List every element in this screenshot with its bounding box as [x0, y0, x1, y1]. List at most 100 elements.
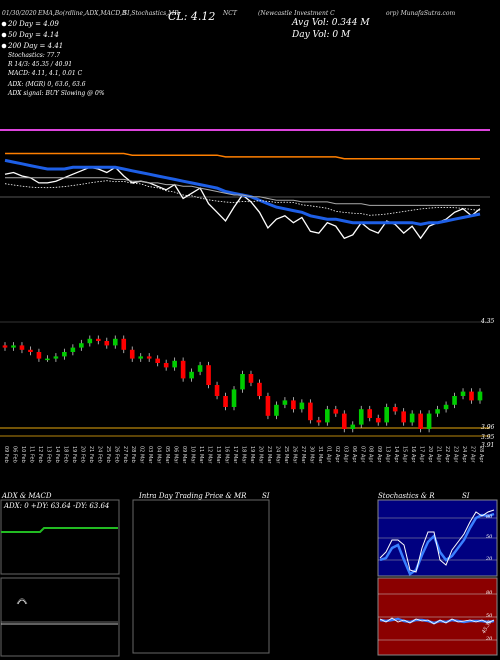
candle-body [299, 402, 305, 410]
candle-body [197, 365, 203, 372]
candle-body [189, 371, 194, 379]
candle-body [333, 409, 339, 414]
candle-body [443, 404, 449, 410]
x-date-label: 19 Feb [71, 446, 77, 463]
x-date-label: 27 Mar [300, 446, 306, 464]
candle-body [155, 358, 160, 363]
x-date-label: 06 Feb [11, 446, 17, 463]
series-ema-200 [5, 152, 480, 160]
candle-body [375, 418, 381, 423]
x-date-label: 13 Feb [45, 446, 51, 463]
x-date-label: 19 Mar [249, 446, 255, 464]
candle-body [460, 391, 466, 396]
legend-adx-signal: ADX signal: BUY Slowing @ 0% [8, 90, 105, 97]
candle-body [316, 420, 322, 423]
header-date: 01/30/2020 [2, 10, 37, 17]
x-date-label: 17 Apr [419, 446, 425, 464]
rsi-panel [377, 577, 498, 656]
candle-body [62, 352, 67, 357]
x-date-label: 12 Feb [37, 446, 43, 463]
x-date-label: 31 Mar [317, 446, 323, 464]
candle-body [36, 352, 42, 359]
x-date-label: 23 Apr [453, 446, 459, 464]
x-date-label: 20 Feb [79, 446, 85, 463]
candle-body [257, 382, 262, 396]
x-date-label: 02 Mar [139, 446, 145, 464]
x-date-label: 23 Mar [266, 446, 272, 464]
x-date-label: 12 Mar [207, 446, 213, 464]
x-date-label: 09 Feb [3, 446, 9, 463]
candle-body [392, 407, 398, 412]
candle-body [223, 396, 228, 407]
x-date-label: 07 Apr [359, 446, 365, 464]
macd-bump-2 [16, 598, 28, 605]
x-date-label: 28 Apr [478, 446, 484, 464]
candle-body [19, 345, 25, 350]
rsi-mr-line [379, 617, 495, 625]
legend-marker-20 [1, 21, 7, 27]
x-date-label: 24 Mar [274, 446, 280, 464]
x-date-label: 27 Apr [470, 446, 476, 464]
intra-panel-title: Intra Day Trading Price & MR [139, 492, 247, 500]
x-date-label: 20 Mar [257, 446, 263, 464]
header-symbol: (Newcastle Investment C [258, 10, 335, 17]
stoch-panel-title: Stochastics & R [378, 492, 435, 500]
candle-body [282, 400, 288, 405]
candle-body [129, 349, 135, 359]
avg-volume: Avg Vol: 0.344 M [292, 18, 370, 28]
candle-body [452, 396, 457, 405]
x-date-label: 10 Feb [20, 446, 26, 463]
x-date-label: 14 Apr [393, 446, 399, 464]
x-date-label: 16 Mar [224, 446, 230, 464]
rsi-tick-50: 50 [486, 613, 493, 619]
candle-body [180, 360, 186, 379]
candle-body [28, 349, 33, 352]
x-date-label: 05 Mar [164, 446, 170, 464]
header-symbol-line: orp) MunafaSutra.com [386, 10, 456, 17]
x-date-label: 24 Feb [96, 446, 102, 463]
x-date-label: 24 Apr [461, 446, 467, 464]
x-date-label: 20 Apr [427, 446, 433, 464]
x-date-label: 10 Mar [190, 446, 196, 464]
stoch-k-line [379, 509, 495, 573]
x-date-label: 18 Mar [241, 446, 247, 464]
legend-macd: MACD: 4.11, 4.1, 0.01 C [8, 70, 83, 77]
candle-body [384, 407, 389, 423]
candle-body [308, 402, 313, 421]
x-date-label: 06 Apr [351, 446, 357, 464]
stoch-tick-20: 20 [486, 556, 493, 562]
candle-body [2, 345, 8, 348]
legend-20day: 20 Day = 4.09 [8, 20, 59, 28]
x-date-label: 16 Apr [410, 446, 416, 464]
day-volume: Day Vol: 0 M [292, 30, 351, 40]
stoch-tick-80: 80 [486, 514, 493, 520]
legend-200day: 200 Day = 4.41 [8, 42, 64, 50]
candle-body [274, 404, 279, 416]
x-date-label: 03 Mar [147, 446, 153, 464]
price-label-4: 3.91 [481, 442, 495, 449]
x-date-label: 13 Mar [215, 446, 221, 464]
candle-body [206, 365, 211, 385]
close-price-label: CL: 4.12 [168, 10, 216, 23]
macd-bump [17, 599, 27, 605]
legend-marker-200 [1, 43, 7, 49]
candle-body [435, 409, 440, 414]
candle-body [240, 374, 245, 390]
candle-body [426, 413, 432, 429]
legend-stochastics: Stochastics: 77.7 [8, 52, 61, 59]
candle-body [325, 409, 330, 423]
candle-body [112, 338, 118, 346]
header-indicators2: SI,Stochastics,MR [123, 10, 179, 17]
candle-body [53, 356, 59, 359]
macd-panel [0, 577, 120, 657]
stoch-panel-si: SI [462, 492, 470, 500]
stoch-tick-50: 50 [486, 534, 493, 540]
candle-body [341, 413, 347, 429]
intra-panel-si: SI [262, 492, 270, 500]
candle-body [401, 411, 406, 423]
x-date-label: 17 Mar [232, 446, 238, 464]
legend-50day: 50 Day = 4.14 [8, 31, 59, 39]
candle-body [418, 413, 423, 429]
price-label-2: 3.96 [481, 424, 495, 431]
legend-rsi: R 14/3: 45.35 / 40.91 [8, 61, 73, 68]
